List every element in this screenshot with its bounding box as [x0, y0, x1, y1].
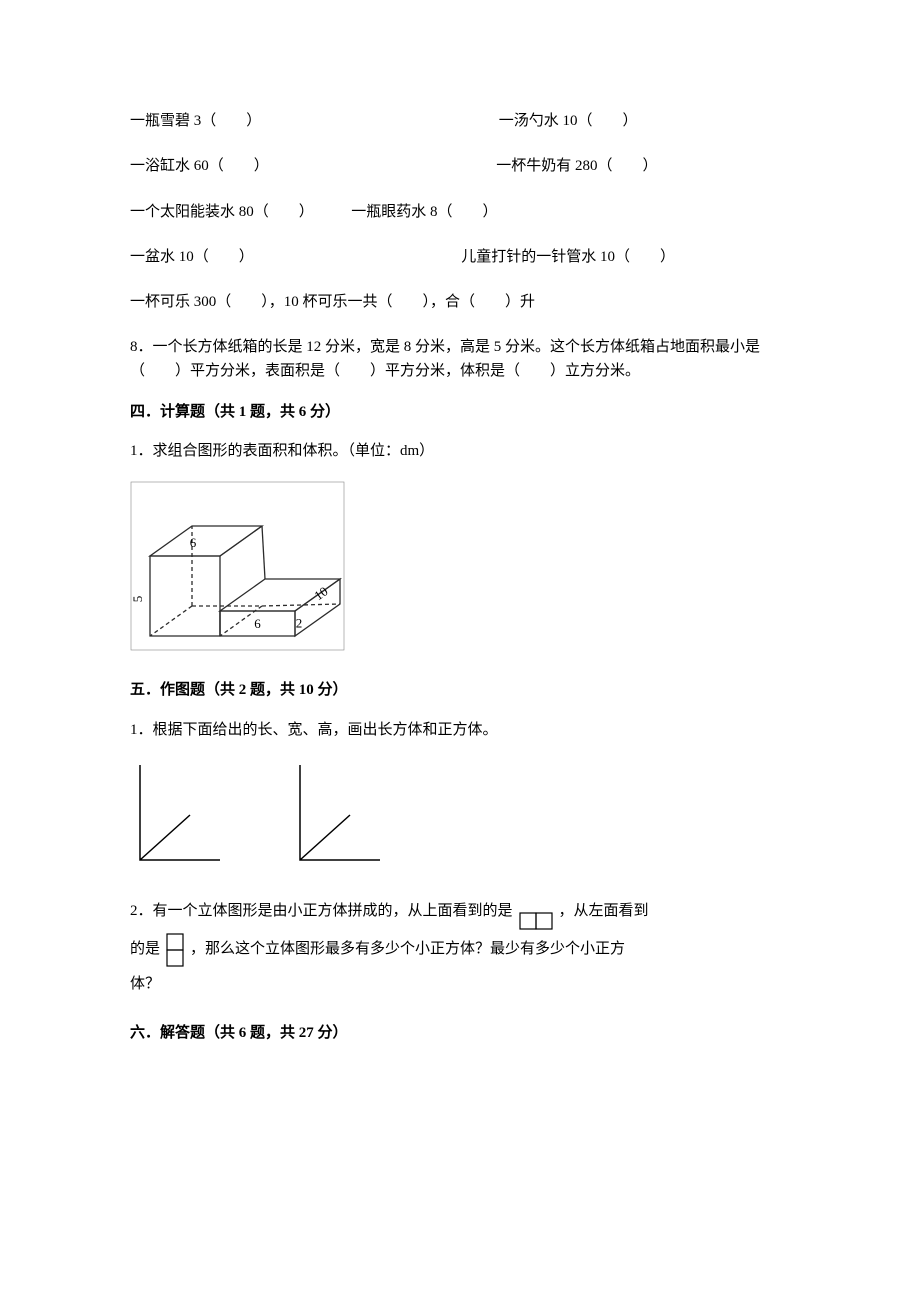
unit-line-5: 一杯可乐 300（ ），10 杯可乐一共（ ），合（ ）升 — [130, 291, 790, 314]
unit-line-4: 一盆水 10（ ） 儿童打针的一针管水 10（ ） — [130, 246, 790, 269]
q2-part-c: 的是 — [130, 938, 160, 961]
unit-line-1: 一瓶雪碧 3（ ） 一汤勺水 10（ ） — [130, 110, 790, 133]
top-view-wrap — [519, 912, 553, 930]
axes-frame-2 — [290, 760, 420, 870]
unit-right: 一杯牛奶有 280（ ） — [496, 158, 657, 174]
unit-left: 一瓶雪碧 3（ ） — [130, 113, 261, 129]
section-5-q2-line2: 的是 ，那么这个立体图形最多有多少个小正方体？最少有多少个小正方 — [130, 933, 790, 967]
svg-text:6: 6 — [254, 616, 261, 631]
svg-text:5: 5 — [130, 596, 145, 603]
unit-left: 一盆水 10（ ） — [130, 249, 254, 265]
unit-right: 一瓶眼药水 8（ ） — [351, 204, 497, 220]
unit-full: 一杯可乐 300（ ），10 杯可乐一共（ ），合（ ）升 — [130, 294, 535, 310]
unit-left: 一个太阳能装水 80（ ） — [130, 204, 314, 220]
section-4-title: 四．计算题（共 1 题，共 6 分） — [130, 401, 790, 424]
left-view-wrap — [166, 933, 184, 967]
axes-frame-1 — [130, 760, 260, 870]
section-6-title: 六．解答题（共 6 题，共 27 分） — [130, 1022, 790, 1045]
question-8: 8．一个长方体纸箱的长是 12 分米，宽是 8 分米，高是 5 分米。这个长方体… — [130, 336, 790, 383]
unit-left: 一浴缸水 60（ ） — [130, 158, 269, 174]
left-view-icon — [166, 933, 184, 967]
section-4-q1: 1．求组合图形的表面积和体积。（单位：dm） — [130, 440, 790, 463]
section-5-title: 五．作图题（共 2 题，共 10 分） — [130, 679, 790, 702]
axes-row — [130, 760, 790, 870]
section-5-q1: 1．根据下面给出的长、宽、高，画出长方体和正方体。 — [130, 719, 790, 742]
composite-solid-figure: 5 6 6 2 10 — [130, 481, 790, 651]
worksheet-page: 一瓶雪碧 3（ ） 一汤勺水 10（ ） 一浴缸水 60（ ） 一杯牛奶有 28… — [0, 0, 920, 1302]
top-view-icon — [519, 912, 553, 930]
unit-right: 一汤勺水 10（ ） — [499, 113, 638, 129]
section-5-q2-line3: 体？ — [130, 973, 790, 996]
svg-text:10: 10 — [311, 584, 330, 604]
unit-line-2: 一浴缸水 60（ ） 一杯牛奶有 280（ ） — [130, 155, 790, 178]
unit-right: 儿童打针的一针管水 10（ ） — [461, 249, 675, 265]
svg-text:2: 2 — [296, 616, 303, 631]
unit-line-3: 一个太阳能装水 80（ ） 一瓶眼药水 8（ ） — [130, 201, 790, 224]
q2-part-d: ，那么这个立体图形最多有多少个小正方体？最少有多少个小正方 — [190, 938, 625, 961]
svg-text:6: 6 — [190, 535, 197, 550]
q2-part-a: 2．有一个立体图形是由小正方体拼成的，从上面看到的是 — [130, 900, 513, 923]
q2-part-b: ，从左面看到 — [559, 900, 649, 923]
composite-solid-svg: 5 6 6 2 10 — [130, 481, 345, 651]
section-5-q2-line1: 2．有一个立体图形是由小正方体拼成的，从上面看到的是 ，从左面看到 — [130, 900, 790, 923]
